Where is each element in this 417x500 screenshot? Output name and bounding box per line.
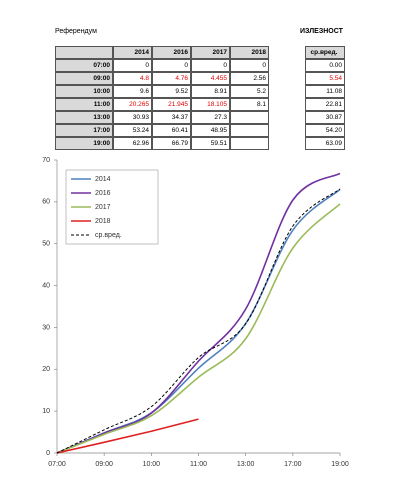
table-cell: 48.95: [191, 124, 230, 137]
row-header: 07:00: [55, 59, 113, 72]
table-cell: 4.76: [152, 72, 191, 85]
table-cell: [230, 111, 269, 124]
table-cell: 59.51: [191, 137, 230, 150]
column-header: 2018: [230, 46, 269, 59]
table-cell: 20.265: [113, 98, 152, 111]
table-cell: 4.8: [113, 72, 152, 85]
row-header: 09:00: [55, 72, 113, 85]
table-cell: 18.105: [191, 98, 230, 111]
row-header: 13:00: [55, 111, 113, 124]
table-cell: 0: [191, 59, 230, 72]
y-tick-label: 50: [42, 241, 50, 248]
x-tick-label: 17:00: [284, 461, 302, 468]
table-cell: 27.3: [191, 111, 230, 124]
series-line: [56, 418, 199, 454]
x-tick-label: 09:00: [95, 461, 113, 468]
y-tick-label: 70: [42, 157, 50, 164]
table-cell: [230, 124, 269, 137]
table-cell: 9.6: [113, 85, 152, 98]
table-cell: 8.1: [230, 98, 269, 111]
avg-cell: 0.00: [305, 59, 345, 72]
table-cell: 62.96: [113, 137, 152, 150]
table-cell: 8.91: [191, 85, 230, 98]
legend-label: 2017: [95, 204, 111, 211]
table-cell: 5.2: [230, 85, 269, 98]
avg-cell: 11.08: [305, 85, 345, 98]
y-tick-label: 30: [42, 324, 50, 331]
column-header: 2016: [152, 46, 191, 59]
table-cell: 34.37: [152, 111, 191, 124]
legend-label: 2014: [95, 176, 111, 183]
table-cell: 0: [113, 59, 152, 72]
y-tick-label: 0: [46, 450, 50, 457]
table-cell: 2.56: [230, 72, 269, 85]
table-cell: 0: [152, 59, 191, 72]
avg-header: ср.вред.: [305, 46, 345, 59]
avg-cell: 63.09: [305, 137, 345, 150]
table-cell: 60.41: [152, 124, 191, 137]
avg-cell: 30.87: [305, 111, 345, 124]
avg-cell: 22.81: [305, 98, 345, 111]
series-line: [56, 203, 341, 454]
avg-cell: 5.54: [305, 72, 345, 85]
avg-cell: 54.20: [305, 124, 345, 137]
row-header: 10:00: [55, 85, 113, 98]
right-title: ИЗЛЕЗНОСТ: [300, 28, 343, 35]
legend-label: 2018: [95, 218, 111, 225]
y-tick-label: 10: [42, 408, 50, 415]
table-cell: 53.24: [113, 124, 152, 137]
x-tick-label: 13:00: [237, 461, 255, 468]
row-header: 17:00: [55, 124, 113, 137]
legend-label: ср.вред.: [95, 232, 122, 239]
table-cell: 0: [230, 59, 269, 72]
table-cell: 66.79: [152, 137, 191, 150]
row-header: 19:00: [55, 137, 113, 150]
title: Референдум: [55, 28, 97, 35]
table-cell: 30.93: [113, 111, 152, 124]
row-header: 11:00: [55, 98, 113, 111]
y-tick-label: 60: [42, 199, 50, 206]
column-header: 2014: [113, 46, 152, 59]
series-line: [56, 172, 341, 454]
table-cell: 21.945: [152, 98, 191, 111]
x-tick-label: 10:00: [143, 461, 161, 468]
table-cell: [230, 137, 269, 150]
x-tick-label: 07:00: [48, 461, 66, 468]
y-tick-label: 20: [42, 366, 50, 373]
x-tick-label: 19:00: [331, 461, 349, 468]
table-cell: 4.455: [191, 72, 230, 85]
header-cell: [55, 46, 113, 59]
series-line: [56, 188, 341, 454]
column-header: 2017: [191, 46, 230, 59]
table-cell: 9.52: [152, 85, 191, 98]
y-tick-label: 40: [42, 282, 50, 289]
legend-label: 2016: [95, 190, 111, 197]
x-tick-label: 11:00: [190, 461, 207, 468]
